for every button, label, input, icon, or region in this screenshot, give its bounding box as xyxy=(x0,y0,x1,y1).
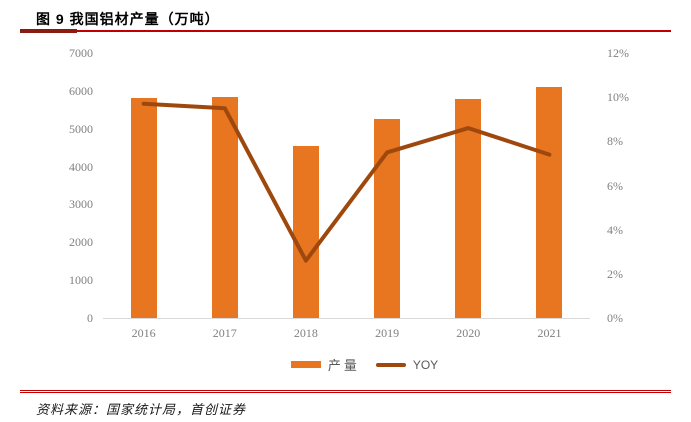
x-axis: 2016 2017 2018 2019 2020 2021 xyxy=(103,326,590,341)
y-right-tick-label: 0% xyxy=(607,311,623,325)
y-right-tick-label: 10% xyxy=(607,90,629,105)
y-right-tick-label: 2% xyxy=(607,266,623,281)
bar-series-swatch-icon xyxy=(290,361,321,368)
legend-label-yoy: YOY xyxy=(412,357,439,372)
y-left-tick-label: 4000 xyxy=(69,159,93,174)
y-left-tick-label: 5000 xyxy=(69,121,93,136)
bar-2020 xyxy=(455,99,482,318)
source-note: 资料来源：国家统计局，首创证券 xyxy=(36,402,247,417)
title-underline-accent xyxy=(20,29,77,33)
x-tick-2016: 2016 xyxy=(131,326,156,340)
bar-2016 xyxy=(130,98,157,318)
yoy-line xyxy=(141,101,552,263)
x-tick-2020: 2020 xyxy=(456,326,481,340)
y-right-tick-label: 12% xyxy=(607,46,629,60)
y-left-tick-label: 6000 xyxy=(69,83,93,98)
figure-title: 图 9 我国铝材产量（万吨） xyxy=(36,11,220,27)
yoy-line-layer xyxy=(141,101,552,263)
footer-divider xyxy=(20,390,671,393)
x-tick-2018: 2018 xyxy=(293,326,318,340)
y-left-tick-label: 7000 xyxy=(69,46,93,60)
bar-2018 xyxy=(292,145,319,318)
x-tick-2017: 2017 xyxy=(212,326,237,340)
legend: 产量 YOY xyxy=(121,355,608,374)
y-left-tick-label: 2000 xyxy=(69,235,93,250)
legend-item-yoy: YOY xyxy=(375,357,439,372)
x-tick-2019: 2019 xyxy=(375,326,400,340)
y-axis-left: 7000 6000 5000 4000 3000 2000 1000 0 xyxy=(0,46,93,325)
y-right-tick-label: 4% xyxy=(607,222,623,237)
bar-2021 xyxy=(536,87,563,318)
x-tick-2021: 2021 xyxy=(537,326,562,340)
y-left-tick-label: 3000 xyxy=(69,197,93,212)
plot-area xyxy=(103,53,590,319)
legend-label-production: 产量 xyxy=(327,358,360,373)
y-right-tick-label: 6% xyxy=(607,178,623,193)
y-left-tick-label: 0 xyxy=(87,311,93,325)
y-left-tick-label: 1000 xyxy=(69,273,93,288)
bar-2017 xyxy=(211,97,238,318)
y-right-tick-label: 8% xyxy=(607,134,623,149)
title-underline xyxy=(20,30,671,32)
y-axis-right: 12% 10% 8% 6% 4% 2% 0% xyxy=(600,46,680,325)
line-series-swatch-icon xyxy=(375,362,406,367)
legend-item-production: 产量 xyxy=(290,355,360,374)
